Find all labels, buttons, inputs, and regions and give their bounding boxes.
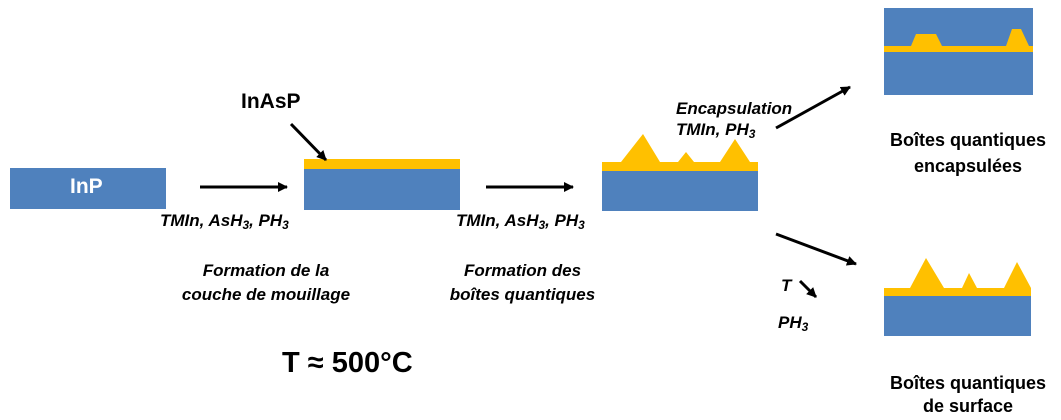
quantum-dots-step-3 (602, 134, 758, 171)
substrate-step-2 (304, 169, 460, 210)
substrate-step-3 (602, 171, 758, 211)
temperature-label: T ≈ 500°C (282, 347, 413, 379)
inp-substrate-block (10, 168, 166, 209)
inp-label: InP (70, 175, 103, 198)
arrow-to-encapsulated (775, 85, 851, 130)
wetting-layer-caption: Formation de la couche de mouillage (181, 261, 351, 304)
encapsulation-precursors-label: TMIn, PH3 (676, 120, 756, 141)
substrate-top-right (884, 52, 1033, 95)
encapsulated-caption: Boîtes quantiques encapsulées (889, 130, 1046, 176)
surface-caption: Boîtes quantiques de surface (889, 373, 1046, 416)
precursors-label-1: TMIn, AsH3, PH3 (160, 211, 289, 232)
capping-layer-top (884, 8, 1033, 46)
inasp-pointer-arrow (289, 122, 328, 162)
temperature-ph3-label: PH3 (778, 313, 809, 334)
precursors-label-2: TMIn, AsH3, PH3 (456, 211, 585, 232)
arrow-to-surface (775, 232, 857, 266)
temperature-down-arrow (798, 279, 818, 299)
surface-dots (884, 258, 1031, 296)
encapsulated-dots (884, 29, 1033, 52)
quantum-dots-caption: Formation des boîtes quantiques (449, 261, 596, 304)
temperature-t-label: T (781, 276, 792, 295)
encapsulation-label: Encapsulation (676, 99, 793, 118)
substrate-bottom-right (884, 296, 1031, 336)
wetting-layer (304, 159, 460, 169)
inasp-label: InAsP (241, 90, 301, 113)
